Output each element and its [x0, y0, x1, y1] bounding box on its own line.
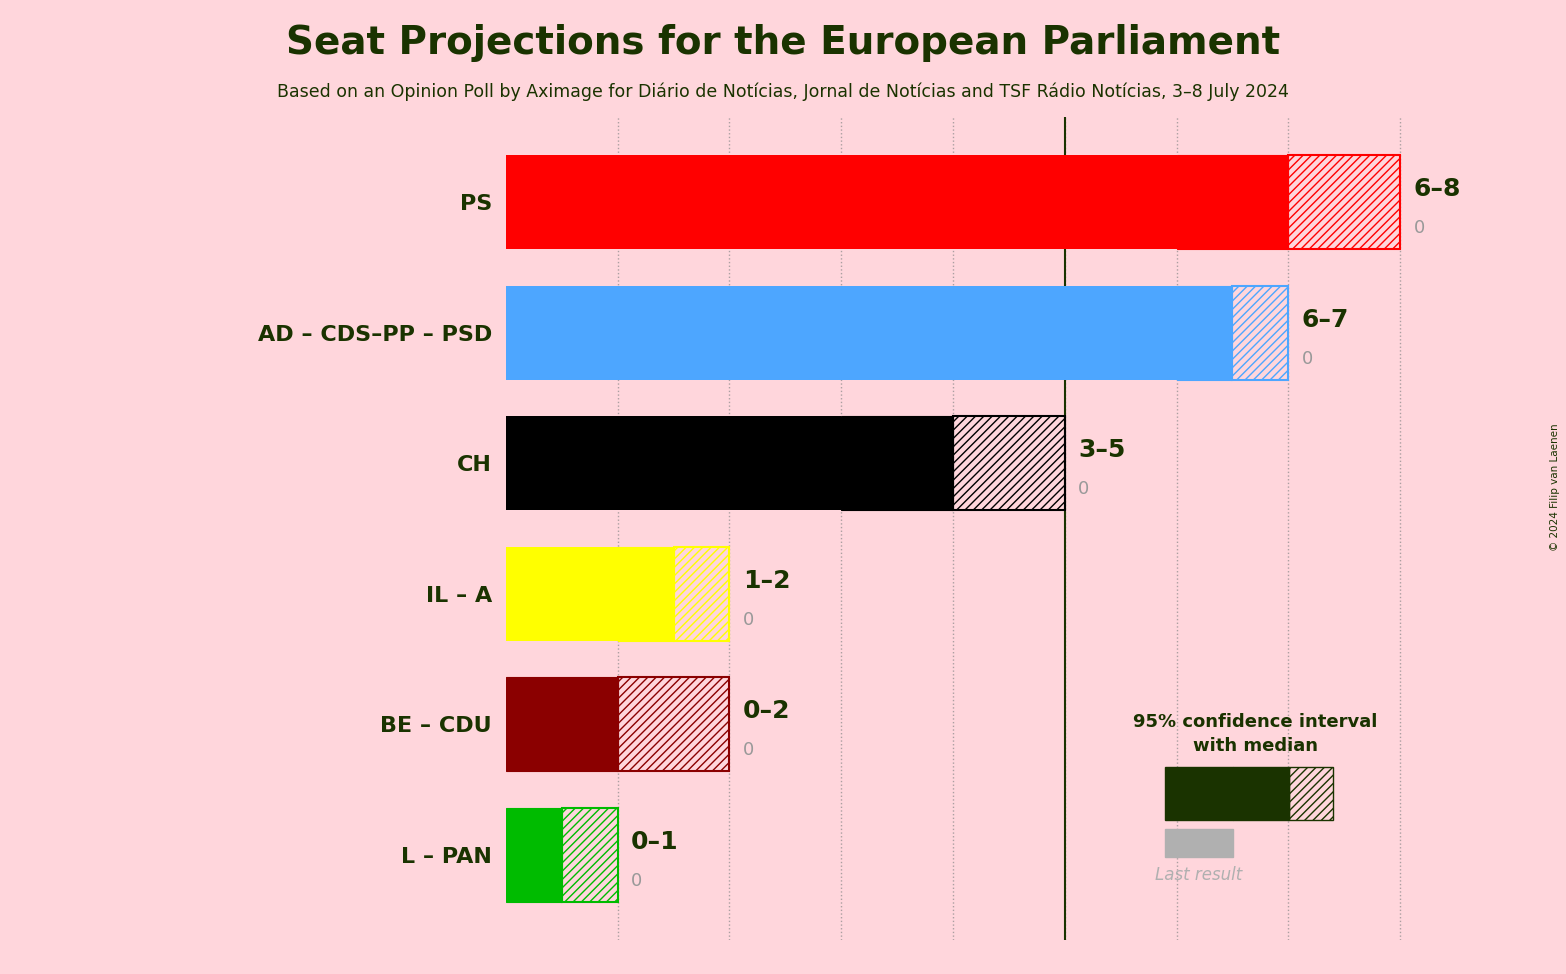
Text: 3–5: 3–5	[1077, 438, 1126, 462]
Text: 0: 0	[742, 741, 755, 760]
FancyBboxPatch shape	[1165, 829, 1232, 857]
Text: 0: 0	[1077, 480, 1090, 499]
Bar	[954, 416, 1065, 510]
Bar	[1176, 285, 1232, 380]
Text: 0: 0	[742, 611, 755, 629]
Bar	[506, 155, 1176, 249]
Text: 0: 0	[631, 872, 642, 890]
Text: 6–8: 6–8	[1414, 177, 1461, 201]
Bar	[1176, 155, 1289, 249]
Text: 0–1: 0–1	[631, 830, 678, 853]
Bar	[1232, 285, 1289, 380]
Text: 6–7: 6–7	[1301, 308, 1348, 331]
Text: Seat Projections for the European Parliament: Seat Projections for the European Parlia…	[287, 24, 1279, 62]
Bar	[562, 807, 617, 902]
Bar	[841, 416, 954, 510]
Bar	[617, 546, 673, 641]
Text: 95% confidence interval
with median: 95% confidence interval with median	[1134, 713, 1378, 755]
Bar	[506, 677, 617, 771]
Bar	[617, 677, 730, 771]
FancyBboxPatch shape	[1165, 767, 1232, 820]
Bar	[1289, 155, 1400, 249]
Text: 1–2: 1–2	[742, 569, 791, 592]
Text: Last result: Last result	[1156, 866, 1242, 883]
Text: 0–2: 0–2	[742, 699, 791, 723]
Bar	[506, 285, 1176, 380]
Bar	[506, 416, 841, 510]
Text: Based on an Opinion Poll by Aximage for Diário de Notícias, Jornal de Notícias a: Based on an Opinion Poll by Aximage for …	[277, 83, 1289, 101]
Text: 0: 0	[1414, 219, 1425, 238]
Text: 0: 0	[1301, 350, 1312, 368]
FancyBboxPatch shape	[1232, 767, 1289, 820]
Bar	[506, 546, 617, 641]
Bar	[673, 546, 730, 641]
Bar	[506, 807, 562, 902]
Text: © 2024 Filip van Laenen: © 2024 Filip van Laenen	[1550, 423, 1560, 551]
